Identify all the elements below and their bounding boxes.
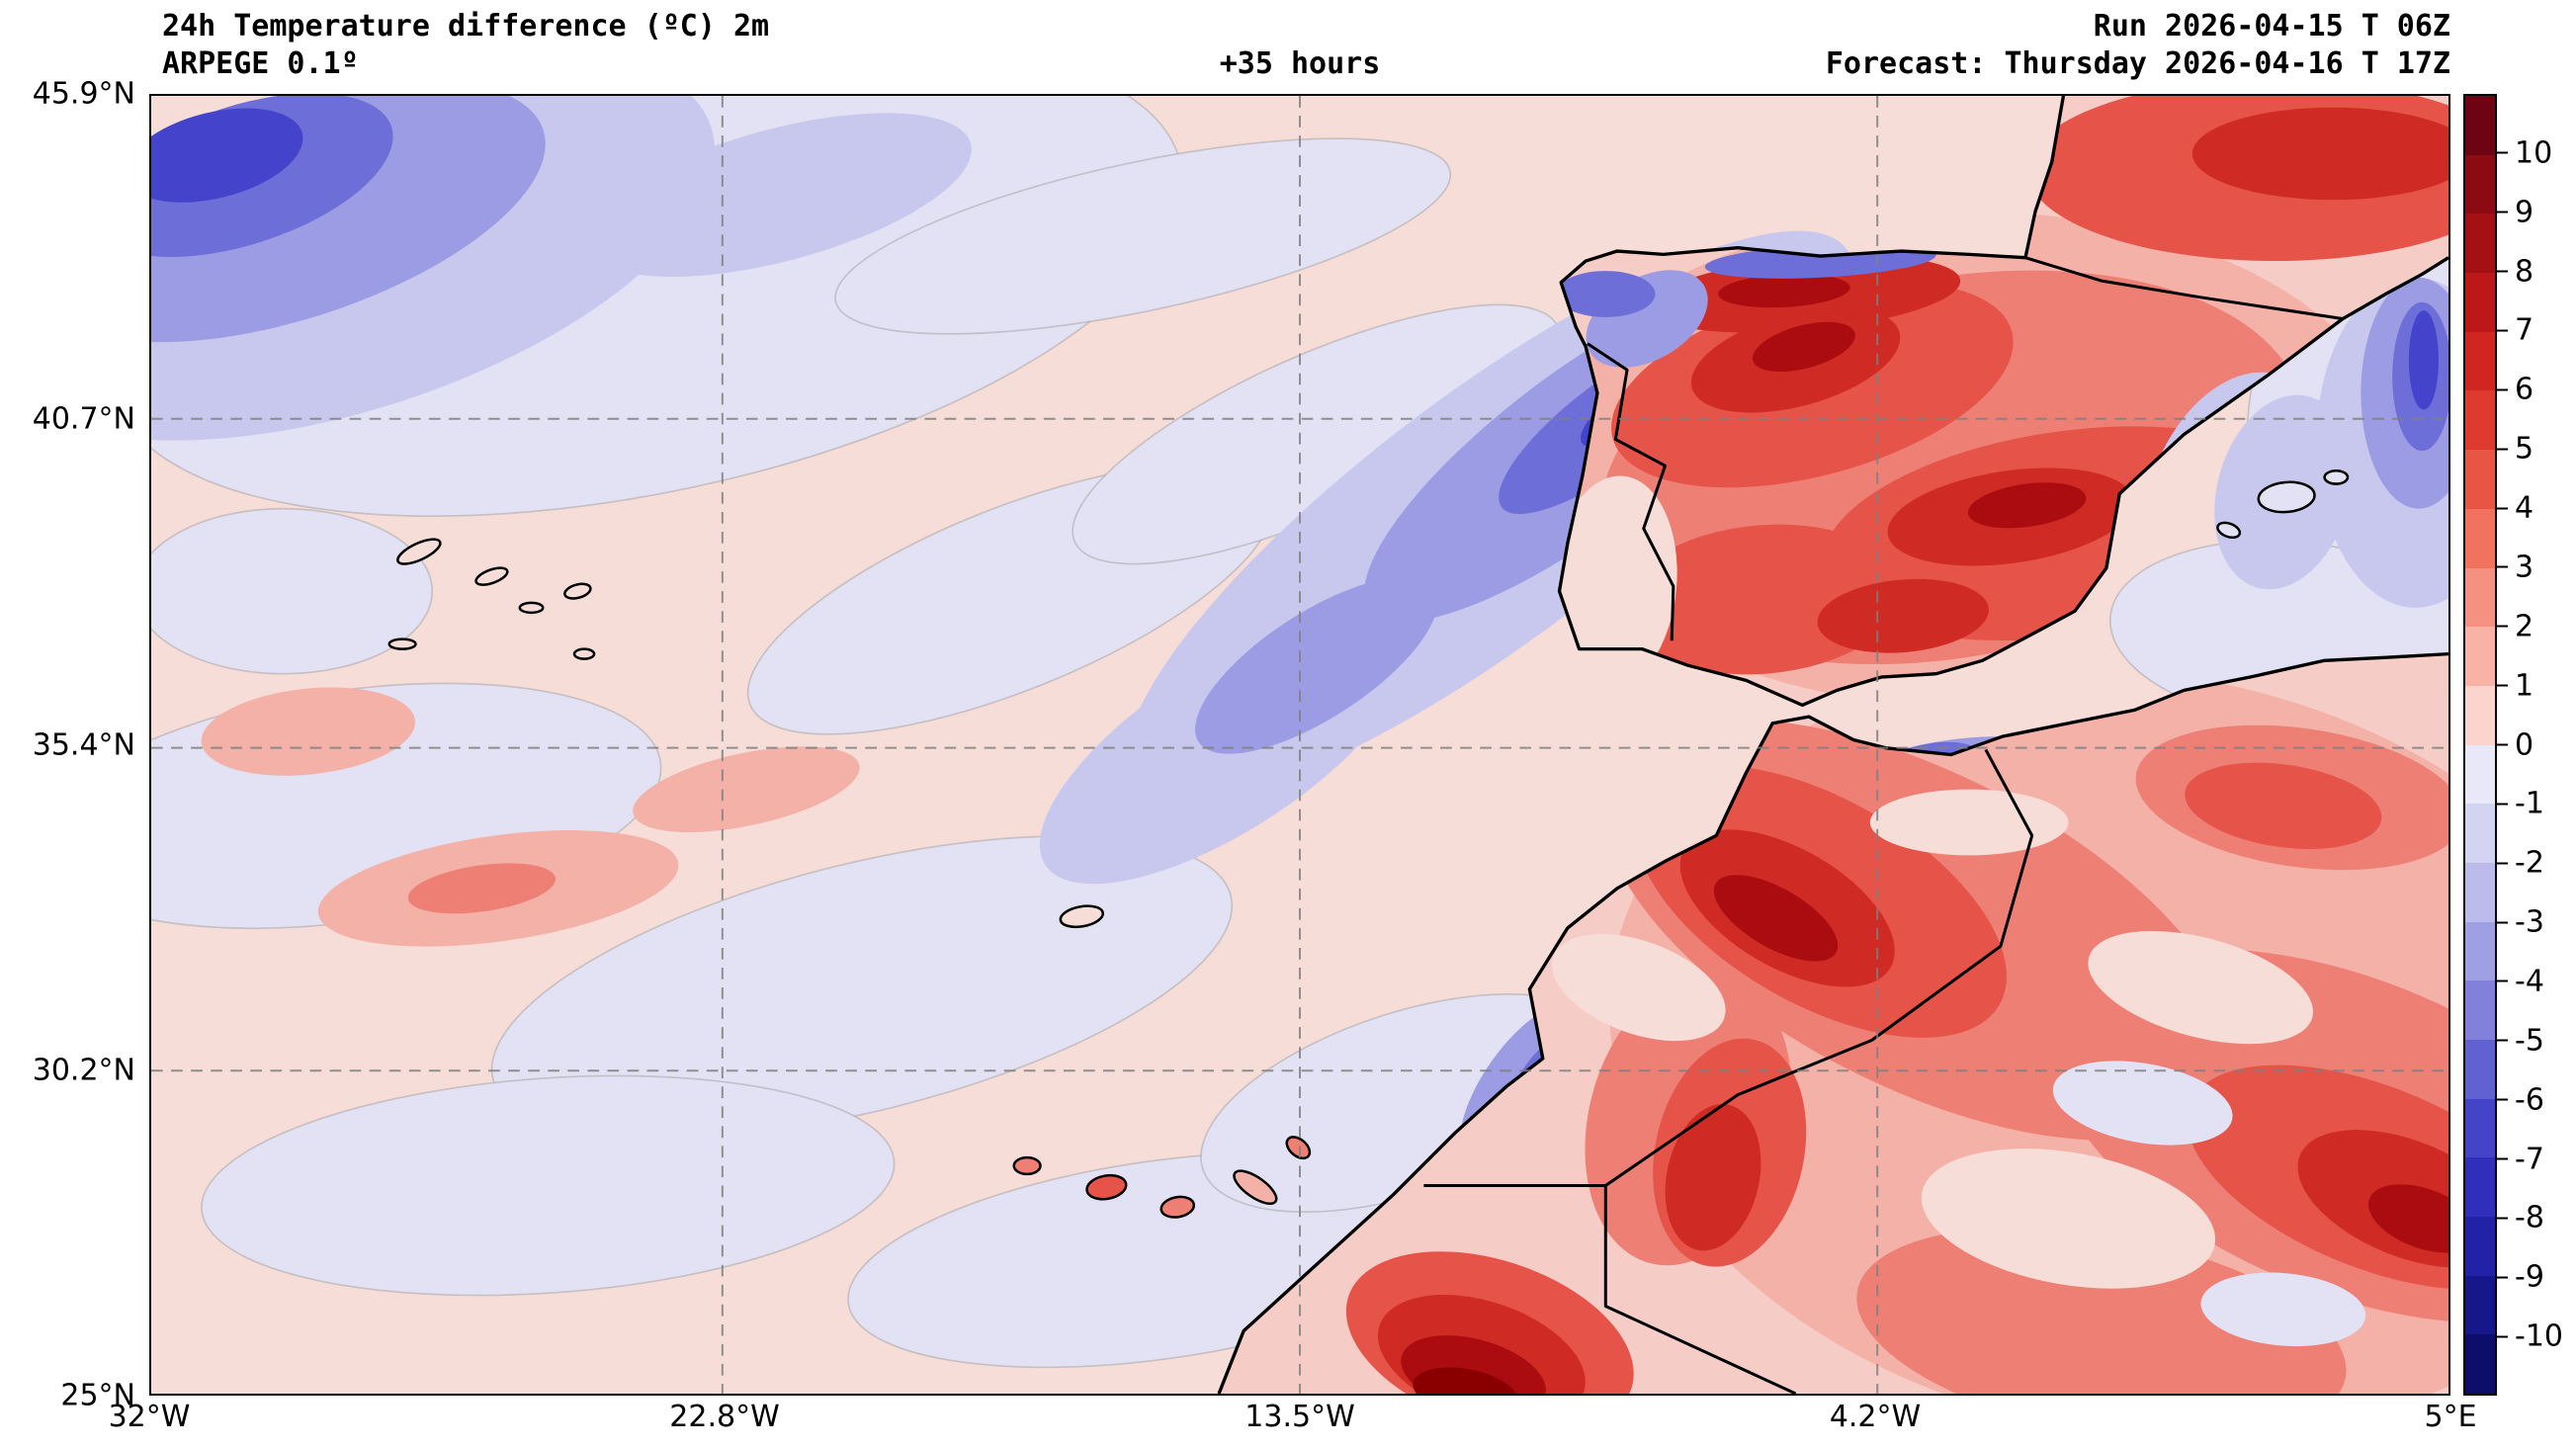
forecast-label: Forecast: Thursday 2026-04-16 T 17Z: [1825, 46, 2450, 81]
colorbar-tick-label: -5: [2497, 1023, 2544, 1058]
colorbar-segment: [2465, 627, 2495, 686]
y-tick-label: 30.2°N: [32, 1053, 135, 1088]
europe-coastline: [1557, 96, 2448, 708]
graticule: [151, 96, 2448, 1394]
x-tick-label: 22.8°W: [669, 1400, 780, 1434]
model-label: ARPEGE 0.1º: [162, 46, 359, 81]
colorbar-segment: [2465, 980, 2495, 1040]
africa-anomaly-fills: [1345, 668, 2448, 1394]
colorbar-segment: [2465, 1275, 2495, 1335]
colorbar: [2463, 94, 2497, 1396]
colorbar-segment: [2465, 154, 2495, 214]
colorbar-tick-label: -6: [2497, 1082, 2544, 1117]
colorbar-tick-label: -4: [2497, 964, 2544, 998]
colorbar-segment: [2465, 1217, 2495, 1276]
run-label: Run 2026-04-15 T 06Z: [2093, 9, 2450, 43]
colorbar-segment: [2465, 921, 2495, 981]
colorbar-segment: [2465, 862, 2495, 922]
colorbar-segment: [2465, 390, 2495, 451]
colorbar-segment: [2465, 804, 2495, 863]
x-axis-ticks: 32°W 22.8°W 13.5°W 4.2°W 5°E: [109, 1400, 2477, 1445]
y-tick-label: 35.4°N: [32, 727, 135, 762]
x-tick-label: 4.2°W: [1829, 1400, 1922, 1434]
colorbar-segment: [2465, 1334, 2495, 1395]
colorbar-tick-label: -7: [2497, 1142, 2544, 1176]
colorbar-tick-label: 8: [2497, 254, 2533, 289]
x-tick-label: 32°W: [108, 1400, 191, 1434]
colorbar-segment: [2465, 1040, 2495, 1099]
colorbar-segment: [2465, 213, 2495, 274]
colorbar-segment: [2465, 508, 2495, 568]
map-plot-area: [149, 94, 2450, 1396]
x-tick-label: 13.5°W: [1245, 1400, 1355, 1434]
colorbar-segment: [2465, 96, 2495, 155]
colorbar-tick-label: 2: [2497, 609, 2533, 643]
islands: [387, 468, 2350, 1219]
colorbar-ticks: 10 9 8 7 6 5 4 3 2 1 0 -1 -2 -3 -4 -5 -6 -7 -8 -9 -10: [2497, 94, 2576, 1396]
colorbar-tick-label: 1: [2497, 668, 2533, 703]
page-title: 24h Temperature difference (ºC) 2m: [162, 9, 770, 43]
temperature-difference-map: [151, 96, 2448, 1394]
colorbar-tick-label: -1: [2497, 787, 2544, 821]
y-axis-ticks: 45.9°N 40.7°N 35.4°N 30.2°N 25°N: [0, 77, 141, 1413]
x-tick-label: 5°E: [2424, 1400, 2477, 1434]
colorbar-tick-label: 3: [2497, 550, 2533, 584]
colorbar-segment: [2465, 744, 2495, 805]
colorbar-segment: [2465, 331, 2495, 391]
ocean-warm-patches: [201, 687, 860, 947]
colorbar-segment: [2465, 685, 2495, 745]
lead-time-label: +35 hours: [1219, 46, 1381, 81]
colorbar-tick-label: 0: [2497, 727, 2533, 762]
colorbar-segment: [2465, 273, 2495, 332]
colorbar-tick-label: 9: [2497, 195, 2533, 229]
colorbar-tick-label: -8: [2497, 1201, 2544, 1235]
colorbar-tick-label: 5: [2497, 432, 2533, 467]
colorbar-segment: [2465, 1157, 2495, 1218]
y-tick-label: 25°N: [60, 1378, 135, 1413]
colorbar-tick-label: 7: [2497, 313, 2533, 348]
country-borders: [1423, 256, 2344, 1394]
y-tick-label: 40.7°N: [32, 401, 135, 437]
colorbar-tick-label: -2: [2497, 846, 2544, 881]
colorbar-tick-label: 6: [2497, 373, 2533, 407]
colorbar-tick-label: -9: [2497, 1260, 2544, 1295]
y-tick-label: 45.9°N: [32, 76, 135, 112]
colorbar-segment: [2465, 450, 2495, 509]
colorbar-tick-label: 10: [2497, 135, 2552, 170]
colorbar-tick-label: 4: [2497, 491, 2533, 526]
colorbar-segment: [2465, 567, 2495, 628]
colorbar-segment: [2465, 1098, 2495, 1158]
colorbar-tick-label: -3: [2497, 905, 2544, 940]
colorbar-tick-label: -10: [2497, 1320, 2563, 1354]
